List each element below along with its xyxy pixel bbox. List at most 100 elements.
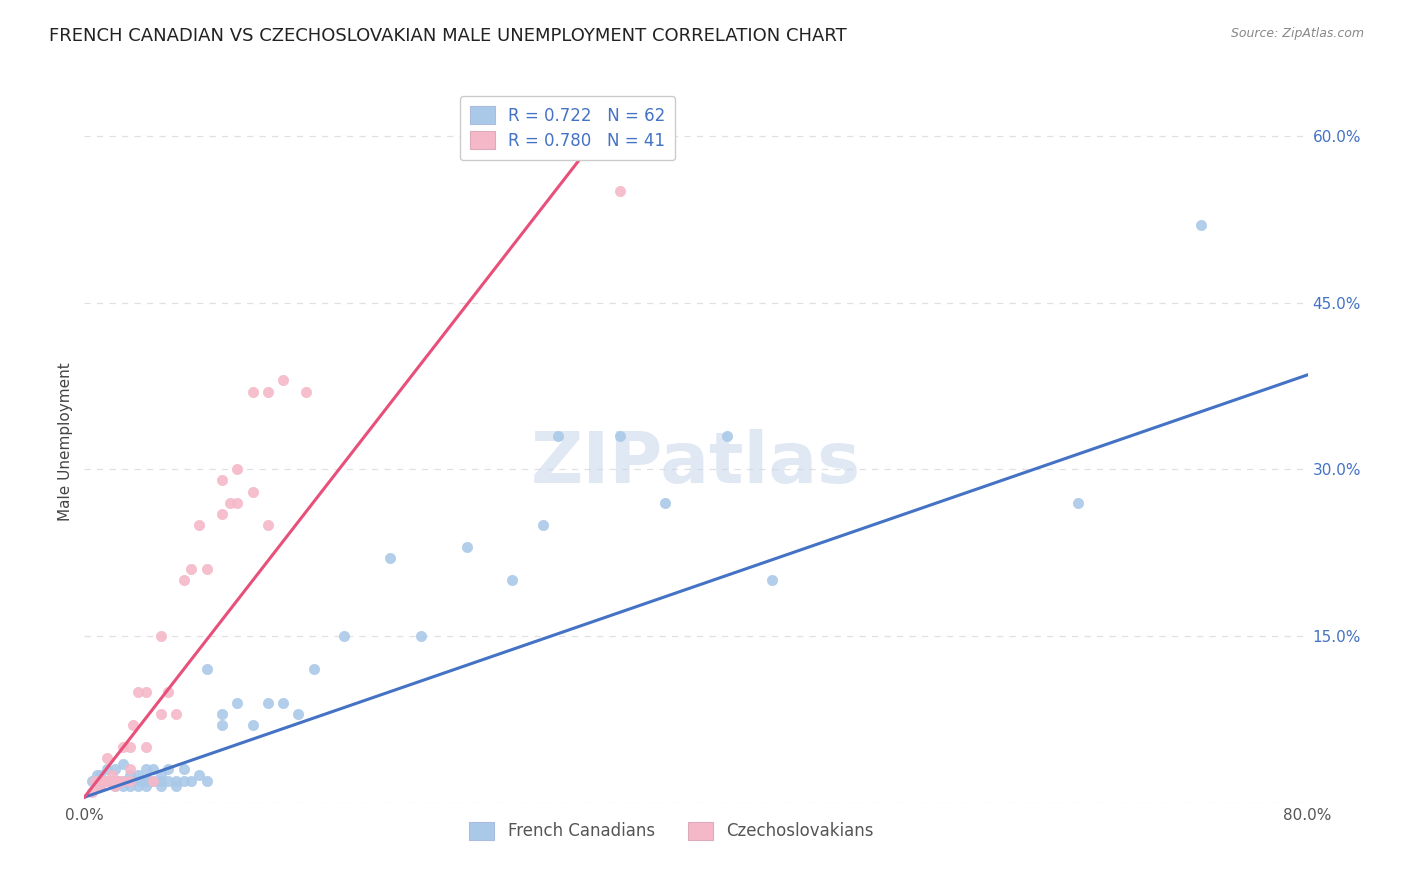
Point [271, 696, 294, 710]
Point [211, 706, 233, 721]
Point [135, 740, 157, 755]
Point [211, 507, 233, 521]
Point [89, 779, 111, 793]
Point [104, 763, 127, 777]
Point [502, 574, 524, 588]
Point [142, 763, 165, 777]
Point [195, 662, 218, 676]
Point [122, 773, 145, 788]
Point [104, 779, 127, 793]
Point [135, 684, 157, 698]
Point [165, 773, 187, 788]
Point [138, 773, 160, 788]
Point [302, 662, 325, 676]
Point [456, 540, 478, 554]
Point [211, 718, 233, 732]
Point [111, 756, 134, 771]
Text: Source: ZipAtlas.com: Source: ZipAtlas.com [1230, 27, 1364, 40]
Point [257, 517, 280, 532]
Point [165, 706, 187, 721]
Point [80, 773, 103, 788]
Point [91, 773, 114, 788]
Point [101, 773, 124, 788]
Point [127, 779, 149, 793]
Point [188, 768, 211, 782]
Point [188, 517, 211, 532]
Point [218, 496, 240, 510]
Point [84, 773, 107, 788]
Point [226, 496, 249, 510]
Point [173, 763, 195, 777]
Text: FRENCH CANADIAN VS CZECHOSLOVAKIAN MALE UNEMPLOYMENT CORRELATION CHART: FRENCH CANADIAN VS CZECHOSLOVAKIAN MALE … [49, 27, 846, 45]
Point [761, 574, 783, 588]
Point [127, 768, 149, 782]
Point [531, 517, 554, 532]
Point [149, 768, 172, 782]
Point [380, 551, 402, 566]
Legend: French Canadians, Czechoslovakians: French Canadians, Czechoslovakians [461, 814, 882, 848]
Point [104, 779, 127, 793]
Point [257, 384, 280, 399]
Point [120, 773, 142, 788]
Point [180, 773, 202, 788]
Text: ZIPatlas: ZIPatlas [531, 429, 860, 498]
Point [226, 462, 249, 476]
Point [226, 696, 249, 710]
Point [142, 773, 165, 788]
Point [122, 718, 145, 732]
Point [135, 773, 157, 788]
Point [135, 763, 157, 777]
Point [1189, 218, 1212, 232]
Point [242, 384, 264, 399]
Y-axis label: Male Unemployment: Male Unemployment [58, 362, 73, 521]
Point [149, 779, 172, 793]
Point [173, 574, 195, 588]
Point [142, 773, 165, 788]
Point [111, 773, 134, 788]
Point [609, 185, 631, 199]
Point [157, 773, 180, 788]
Point [96, 763, 118, 777]
Point [101, 768, 124, 782]
Point [104, 773, 127, 788]
Point [257, 696, 280, 710]
Point [180, 562, 202, 576]
Point [654, 496, 676, 510]
Point [96, 773, 118, 788]
Point [120, 768, 142, 782]
Point [111, 779, 134, 793]
Point [89, 779, 111, 793]
Point [104, 773, 127, 788]
Point [131, 773, 153, 788]
Point [120, 773, 142, 788]
Point [149, 706, 172, 721]
Point [111, 773, 134, 788]
Point [80, 785, 103, 799]
Point [157, 684, 180, 698]
Point [91, 773, 114, 788]
Point [149, 629, 172, 643]
Point [211, 474, 233, 488]
Point [716, 429, 738, 443]
Point [271, 373, 294, 387]
Point [287, 706, 309, 721]
Point [96, 773, 118, 788]
Point [96, 751, 118, 765]
Point [157, 763, 180, 777]
Point [195, 773, 218, 788]
Point [409, 629, 432, 643]
Point [120, 740, 142, 755]
Point [149, 773, 172, 788]
Point [120, 779, 142, 793]
Point [242, 484, 264, 499]
Point [173, 773, 195, 788]
Point [127, 684, 149, 698]
Point [89, 768, 111, 782]
Point [333, 629, 356, 643]
Point [295, 384, 318, 399]
Point [94, 773, 117, 788]
Point [135, 779, 157, 793]
Point [165, 779, 187, 793]
Point [86, 768, 108, 782]
Point [107, 773, 129, 788]
